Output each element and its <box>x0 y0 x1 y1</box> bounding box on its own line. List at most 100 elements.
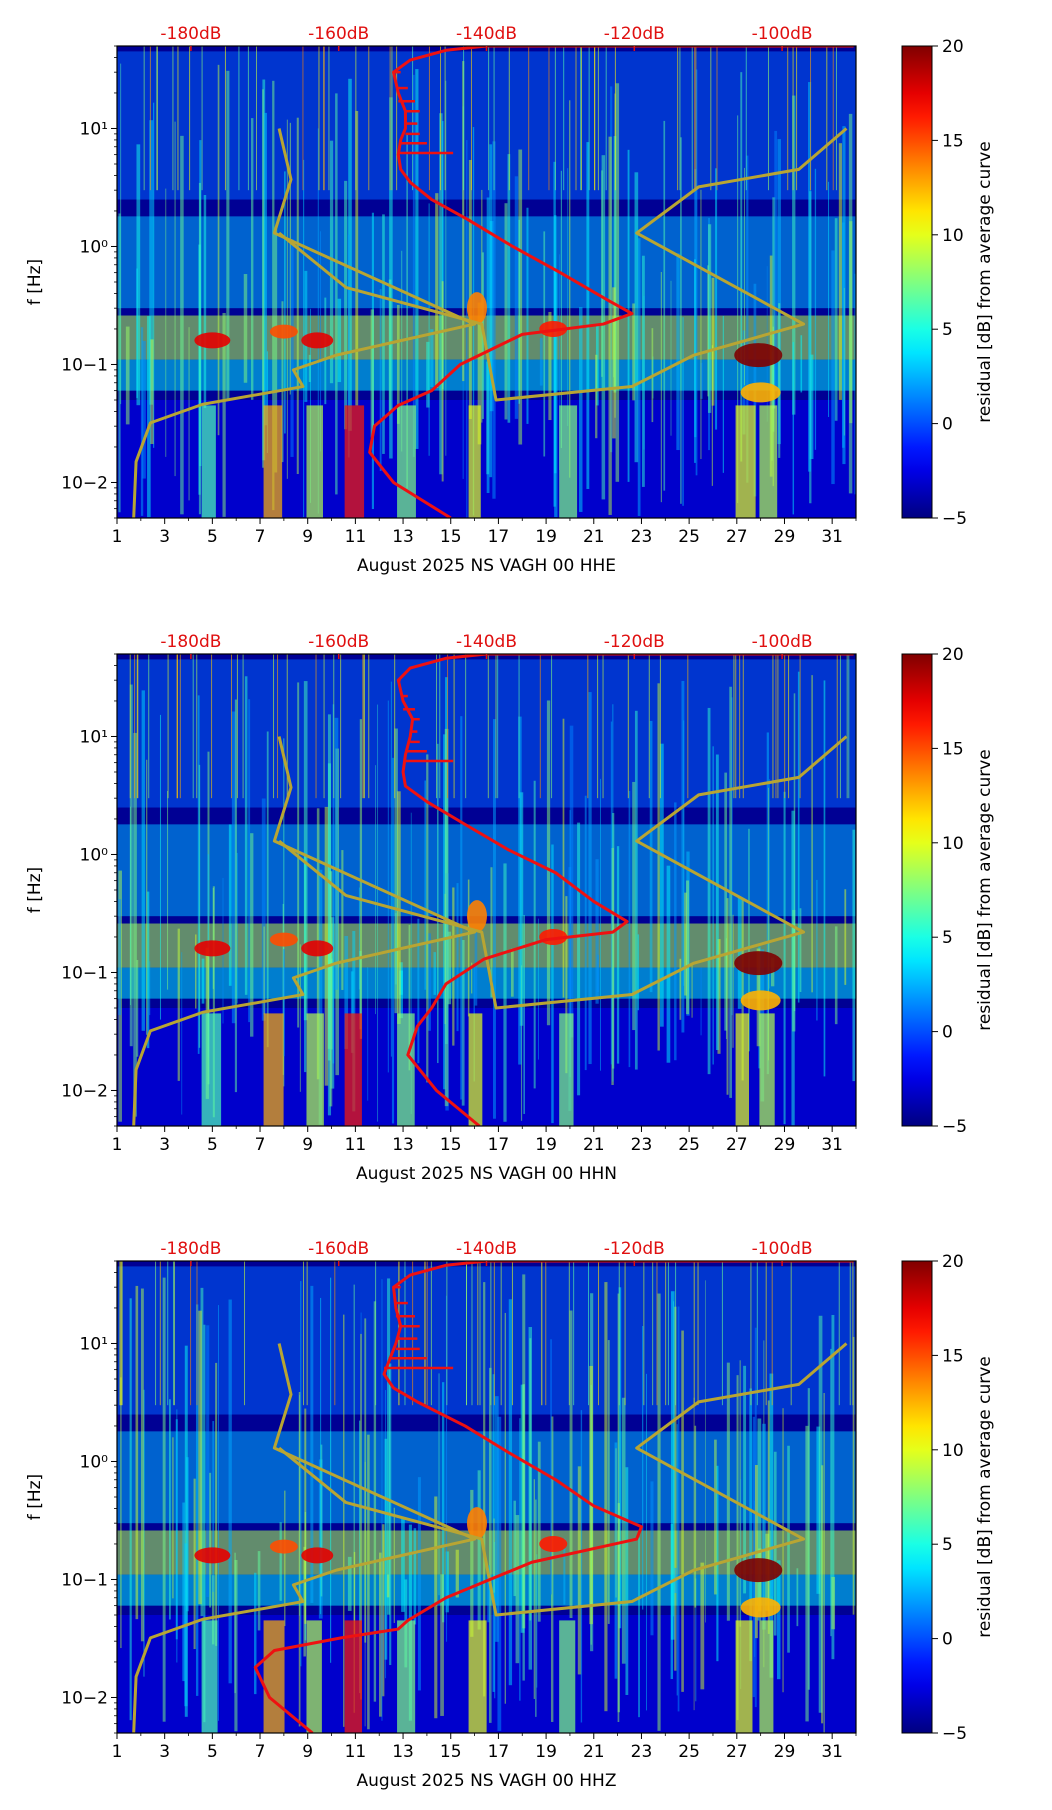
colorbar-tick-label: 15 <box>942 1346 964 1366</box>
panel-2: 1 3 5 7 9 11 13 15 17 19 21 23 25 27 29 3110−210−110⁰10… <box>25 632 995 1184</box>
top-db-tick-label: -100dB <box>752 24 813 44</box>
x-tick-label: 25 <box>678 1742 700 1762</box>
colorbar-tick-label: 0 <box>942 415 953 435</box>
colorbar-label: residual [dB] from average curve <box>975 141 995 422</box>
colorbar-tick-label: −5 <box>942 509 967 529</box>
colorbar-tick-label: 20 <box>942 645 964 665</box>
y-tick-label: 10¹ <box>80 1334 108 1354</box>
x-tick-label: 27 <box>726 1135 748 1155</box>
y-tick-label: 10−1 <box>61 963 108 983</box>
colorbar-tick-label: 10 <box>942 834 964 854</box>
top-db-tick-label: -120dB <box>604 632 665 652</box>
x-tick-label: 31 <box>821 1742 843 1762</box>
panel-3: 1 3 5 7 9 11 13 15 17 19 21 23 25 27 29 3110−210−110⁰10… <box>25 1239 995 1791</box>
x-tick-label: 23 <box>631 1135 653 1155</box>
x-tick-label: 5 <box>207 527 218 547</box>
x-axis-label: August 2025 NS VAGH 00 HHZ <box>357 1771 617 1791</box>
y-tick-label: 10−2 <box>61 1081 108 1101</box>
x-tick-label: 13 <box>392 1742 414 1762</box>
y-tick-label: 10⁰ <box>80 237 109 257</box>
x-tick-label: 11 <box>345 1135 367 1155</box>
x-tick-label: 1 <box>112 1135 123 1155</box>
x-tick-label: 25 <box>678 1135 700 1155</box>
x-tick-label: 5 <box>207 1135 218 1155</box>
noise-model-line-1 <box>132 128 477 518</box>
top-db-tick-label: -160dB <box>308 632 369 652</box>
top-db-tick-label: -120dB <box>604 1239 665 1259</box>
average-psd-line <box>253 1261 854 1733</box>
colorbar-tick-label: −5 <box>942 1117 967 1137</box>
x-tick-label: 7 <box>255 527 266 547</box>
x-tick-label: 11 <box>345 527 367 547</box>
colorbar <box>901 653 933 1127</box>
x-tick-label: 19 <box>535 1742 557 1762</box>
x-tick-label: 3 <box>159 527 170 547</box>
y-tick-label: 10⁰ <box>80 845 109 865</box>
top-db-tick-label: -160dB <box>308 1239 369 1259</box>
x-tick-label: 27 <box>726 1742 748 1762</box>
x-tick-label: 21 <box>583 1135 605 1155</box>
x-axis-label: August 2025 NS VAGH 00 HHN <box>356 1164 617 1184</box>
y-tick-label: 10¹ <box>80 119 108 139</box>
colorbar-tick-label: 5 <box>942 1535 953 1555</box>
average-psd-line <box>368 46 854 518</box>
x-tick-label: 13 <box>392 1135 414 1155</box>
y-tick-label: 10−2 <box>61 1688 108 1708</box>
x-tick-label: 23 <box>631 527 653 547</box>
colorbar-tick-label: 20 <box>942 37 964 57</box>
top-db-tick-label: -100dB <box>752 632 813 652</box>
colorbar-tick-label: −5 <box>942 1724 967 1744</box>
y-axis-label: f [Hz] <box>25 259 45 305</box>
x-tick-label: 19 <box>535 1135 557 1155</box>
x-tick-label: 29 <box>774 1135 796 1155</box>
x-tick-label: 17 <box>488 527 510 547</box>
noise-model-line-2 <box>278 735 848 1010</box>
x-tick-label: 9 <box>302 1742 313 1762</box>
colorbar-tick-label: 10 <box>942 1441 964 1461</box>
x-tick-label: 31 <box>821 527 843 547</box>
x-tick-label: 5 <box>207 1742 218 1762</box>
top-db-tick-label: -140dB <box>456 1239 517 1259</box>
colorbar-tick-label: 5 <box>942 320 953 340</box>
x-axis-label: August 2025 NS VAGH 00 HHE <box>357 556 616 576</box>
colorbar-tick-label: 0 <box>942 1023 953 1043</box>
x-tick-label: 29 <box>774 527 796 547</box>
colorbar-tick-label: 5 <box>942 928 953 948</box>
top-db-tick-label: -120dB <box>604 24 665 44</box>
x-tick-label: 29 <box>774 1742 796 1762</box>
y-tick-label: 10−1 <box>61 1570 108 1590</box>
x-tick-label: 15 <box>440 1742 462 1762</box>
y-tick-label: 10¹ <box>80 727 108 747</box>
x-tick-label: 21 <box>583 527 605 547</box>
x-tick-label: 15 <box>440 527 462 547</box>
y-tick-label: 10−1 <box>61 355 108 375</box>
top-db-tick-label: -180dB <box>160 1239 221 1259</box>
colorbar-tick-label: 0 <box>942 1630 953 1650</box>
panel-1: 1 3 5 7 9 11 13 15 17 19 21 23 25 27 29 3110−210−110⁰10… <box>25 24 995 576</box>
x-tick-label: 17 <box>488 1135 510 1155</box>
top-db-tick-label: -100dB <box>752 1239 813 1259</box>
colorbar-label: residual [dB] from average curve <box>975 749 995 1030</box>
x-tick-label: 7 <box>255 1135 266 1155</box>
top-db-tick-label: -180dB <box>160 632 221 652</box>
colorbar-tick-label: 10 <box>942 226 964 246</box>
noise-model-line-1 <box>132 1343 477 1733</box>
top-db-tick-label: -140dB <box>456 24 517 44</box>
colorbar-tick-label: 15 <box>942 739 964 759</box>
x-tick-label: 3 <box>159 1742 170 1762</box>
x-tick-label: 11 <box>345 1742 367 1762</box>
spectrogram <box>117 1261 856 1733</box>
x-tick-label: 25 <box>678 527 700 547</box>
x-tick-label: 1 <box>112 1742 123 1762</box>
colorbar <box>901 1260 933 1734</box>
x-tick-label: 3 <box>159 1135 170 1155</box>
x-tick-label: 23 <box>631 1742 653 1762</box>
top-db-tick-label: -180dB <box>160 24 221 44</box>
colorbar-label: residual [dB] from average curve <box>975 1356 995 1637</box>
x-tick-label: 31 <box>821 1135 843 1155</box>
x-tick-label: 7 <box>255 1742 266 1762</box>
x-tick-label: 9 <box>302 527 313 547</box>
noise-model-line-1 <box>132 736 477 1126</box>
